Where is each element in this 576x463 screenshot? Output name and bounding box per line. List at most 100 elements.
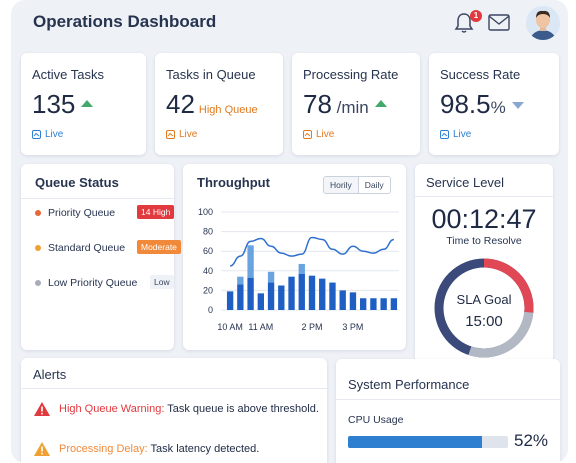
toggle-daily[interactable]: Daily — [357, 177, 390, 193]
alert-item[interactable]: High Queue Warning: Task queue is above … — [33, 401, 319, 417]
range-toggle: Horily Daily — [323, 176, 391, 194]
queue-status-card: Queue Status Priority Queue 14 High Stan… — [21, 164, 181, 350]
live-indicator: Live — [32, 129, 63, 140]
throughput-card: Throughput Horily Daily 0 20 40 60 80 100 10 A… — [183, 164, 406, 350]
status-badge: Low — [150, 275, 174, 289]
kpi-label: Active Tasks — [32, 67, 105, 82]
bar — [390, 298, 398, 310]
live-icon — [303, 130, 312, 139]
bar — [298, 273, 305, 310]
bar — [257, 293, 264, 310]
bar — [339, 290, 346, 310]
bar — [267, 282, 275, 310]
header: Operations Dashboard 1 — [11, 0, 568, 48]
cpu-usage-label: CPU Usage — [348, 414, 404, 426]
queue-row-standard[interactable]: Standard Queue — [35, 242, 165, 254]
bar — [247, 277, 254, 310]
service-level-title: Service Level — [426, 175, 505, 190]
throughput-title: Throughput — [197, 175, 270, 190]
live-icon — [440, 130, 449, 139]
live-indicator: Live — [166, 129, 197, 140]
bar-segment-top — [247, 245, 254, 278]
alert-title: Processing Delay: — [59, 443, 148, 455]
kpi-card-tasks-in-queue[interactable]: Tasks in Queue 42 High Queue Live — [155, 53, 283, 155]
alert-text: Task latency detected. — [147, 443, 260, 455]
sla-ring — [434, 258, 534, 358]
status-badge: 14 High — [137, 205, 175, 219]
time-to-resolve-value: 00:12:47 — [431, 204, 537, 234]
live-indicator: Live — [303, 129, 334, 140]
bar — [319, 278, 326, 310]
time-to-resolve-label: Time to Resolve — [446, 235, 522, 247]
kpi-label: Success Rate — [440, 67, 521, 82]
warning-icon — [34, 442, 50, 456]
live-icon — [166, 130, 175, 139]
queue-row-priority[interactable]: Priority Queue — [35, 207, 165, 219]
warning-icon — [34, 402, 50, 416]
bar-segment-top — [298, 263, 305, 274]
bell-icon[interactable] — [454, 12, 474, 39]
system-performance-card: System Performance CPU Usage 52% — [336, 359, 560, 463]
bar — [226, 291, 234, 310]
sla-goal-label: SLA Goal — [456, 292, 512, 307]
trend-line — [229, 236, 395, 267]
cpu-usage-bar — [348, 436, 508, 448]
kpi-value: 78 /min — [303, 89, 387, 120]
bar — [380, 298, 387, 310]
bar — [308, 275, 316, 310]
alert-item[interactable]: Processing Delay: Task latency detected. — [33, 441, 259, 457]
y-tick-label: 60 — [203, 246, 213, 256]
bar-segment-top — [237, 276, 244, 285]
page-title: Operations Dashboard — [33, 12, 217, 31]
queue-row-low[interactable]: Low Priority Queue — [35, 277, 165, 289]
y-tick-label: 0 — [208, 305, 213, 315]
bar — [329, 282, 336, 310]
trend-up-icon — [81, 100, 94, 107]
mail-icon[interactable] — [488, 14, 510, 36]
alerts-card: Alerts High Queue Warning: Task queue is… — [21, 358, 327, 463]
x-tick-label: 2 PM — [301, 322, 322, 332]
kpi-value: 98.5% — [440, 89, 524, 120]
trend-up-icon — [374, 100, 387, 107]
toggle-hourly[interactable]: Horily — [324, 177, 358, 193]
y-tick-label: 100 — [198, 207, 213, 217]
bar — [360, 298, 367, 310]
queue-status-title: Queue Status — [35, 175, 119, 190]
x-tick-label: 3 PM — [342, 322, 363, 332]
kpi-card-processing-rate[interactable]: Processing Rate 78 /min Live — [292, 53, 420, 155]
kpi-label: Tasks in Queue — [166, 67, 256, 82]
ring-red — [434, 258, 534, 358]
cpu-usage-value: 52% — [514, 431, 549, 450]
bar-segment-top — [267, 271, 275, 283]
system-performance-title: System Performance — [348, 377, 470, 392]
cpu-usage-fill — [348, 436, 483, 448]
status-dot — [35, 210, 41, 216]
status-dot — [35, 280, 41, 286]
live-indicator: Live — [440, 129, 471, 140]
status-dot — [35, 245, 41, 251]
notification-badge: 1 — [470, 10, 482, 22]
status-badge: Moderate — [137, 240, 181, 254]
kpi-label: Processing Rate — [303, 67, 399, 82]
trend-down-icon — [511, 102, 524, 109]
x-tick-label: 11 AM — [248, 322, 273, 332]
sla-goal-value: 15:00 — [465, 313, 503, 330]
alerts-title: Alerts — [33, 367, 67, 382]
avatar[interactable] — [526, 6, 560, 40]
alert-text: Task queue is above threshold. — [164, 403, 319, 415]
kpi-value: 135 — [32, 89, 94, 120]
bar — [349, 292, 357, 310]
alert-title: High Queue Warning: — [59, 403, 165, 415]
bar — [370, 298, 377, 310]
dashboard-frame: Operations Dashboard 1 Active Tasks 135 … — [11, 0, 568, 463]
service-level-card: Service Level 00:12:47 Time to Resolve S… — [415, 164, 553, 367]
y-tick-label: 20 — [203, 285, 213, 295]
bar — [288, 276, 295, 310]
y-tick-label: 40 — [203, 266, 213, 276]
bar — [237, 284, 244, 310]
live-icon — [32, 130, 41, 139]
kpi-card-active-tasks[interactable]: Active Tasks 135 Live — [21, 53, 146, 155]
kpi-card-success-rate[interactable]: Success Rate 98.5% Live — [429, 53, 559, 155]
bar — [278, 285, 285, 310]
kpi-value: 42 High Queue — [166, 89, 258, 119]
